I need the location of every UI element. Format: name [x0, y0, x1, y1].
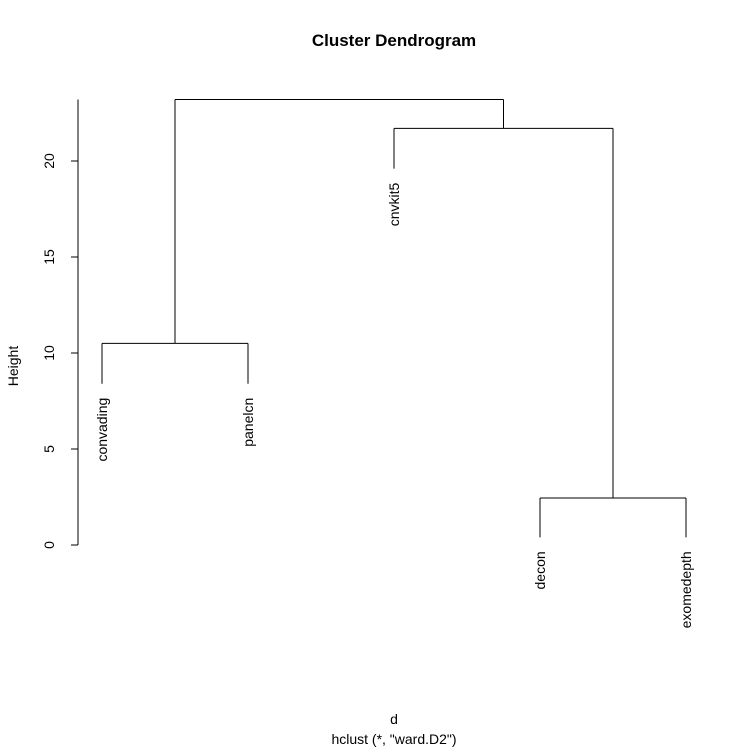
x-axis-label: d	[390, 711, 398, 727]
leaf-label: cnvkit5	[386, 182, 402, 226]
leaf-label: decon	[532, 551, 548, 589]
y-tick-label: 0	[41, 541, 57, 549]
leaf-labels: convading panelcn cnvkit5 decon exomedepth	[94, 182, 694, 628]
leaf-label: exomedepth	[678, 551, 694, 628]
y-tick-label: 20	[41, 153, 57, 169]
y-axis: 0 5 10 15 20	[41, 99, 79, 549]
y-tick-label: 10	[41, 345, 57, 361]
leaf-label: convading	[94, 398, 110, 462]
method-subtitle: hclust (*, "ward.D2")	[331, 731, 456, 747]
chart-title: Cluster Dendrogram	[312, 31, 476, 50]
y-tick-label: 15	[41, 249, 57, 265]
y-tick-label: 5	[41, 445, 57, 453]
y-axis-label: Height	[5, 346, 21, 387]
dendrogram-branches	[101, 99, 687, 538]
leaf-label: panelcn	[240, 398, 256, 447]
